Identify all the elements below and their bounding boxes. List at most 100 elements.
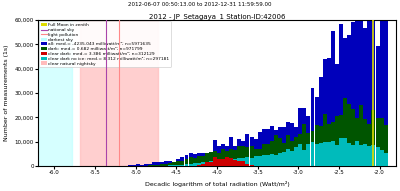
Bar <box>156 165 160 166</box>
Bar <box>180 157 184 166</box>
Bar <box>331 31 335 166</box>
Bar <box>323 142 327 166</box>
Bar <box>184 155 188 166</box>
Bar <box>274 135 278 166</box>
Bar <box>372 0 376 166</box>
Bar <box>258 156 262 166</box>
Bar <box>270 126 274 166</box>
Bar <box>197 153 201 166</box>
Bar <box>294 146 298 166</box>
Bar <box>217 153 221 166</box>
Bar <box>233 146 237 166</box>
Bar <box>359 0 363 166</box>
Bar <box>266 143 270 166</box>
Bar <box>172 162 176 166</box>
Bar <box>209 152 213 166</box>
Bar <box>246 164 250 166</box>
Bar <box>201 155 205 166</box>
Bar <box>372 145 376 166</box>
Bar <box>262 144 266 166</box>
Bar <box>188 164 192 166</box>
Bar <box>339 115 343 166</box>
Bar <box>225 158 229 166</box>
Bar <box>327 142 331 166</box>
Bar <box>217 160 221 166</box>
Bar <box>225 146 229 166</box>
Bar <box>278 138 282 166</box>
Bar <box>372 110 376 166</box>
Bar <box>258 132 262 166</box>
Bar <box>250 165 254 166</box>
Bar <box>274 130 278 166</box>
Bar <box>156 162 160 166</box>
Bar <box>168 163 172 166</box>
Bar <box>286 122 290 166</box>
Bar <box>205 153 209 166</box>
Bar <box>242 158 245 166</box>
Bar <box>282 127 286 166</box>
Bar <box>368 124 372 166</box>
Bar <box>314 125 318 166</box>
Bar <box>347 35 351 166</box>
Bar <box>160 162 164 166</box>
Bar <box>363 28 367 166</box>
Bar <box>246 134 250 166</box>
Bar <box>254 149 258 166</box>
Bar <box>298 144 302 166</box>
Bar <box>237 139 241 166</box>
Bar <box>148 163 152 166</box>
Bar <box>270 154 274 166</box>
Bar <box>335 145 339 166</box>
Bar <box>270 141 274 166</box>
Bar <box>217 159 221 166</box>
Bar <box>319 143 323 166</box>
Bar <box>355 118 359 166</box>
Bar <box>229 149 233 166</box>
Bar <box>282 152 286 166</box>
Bar <box>368 0 372 166</box>
Bar <box>197 156 201 166</box>
Bar <box>172 162 176 166</box>
Bar <box>368 146 372 166</box>
Bar <box>201 164 205 166</box>
Bar <box>184 159 188 166</box>
Bar <box>217 146 221 166</box>
Bar <box>298 108 302 166</box>
Bar <box>290 142 294 166</box>
Bar <box>306 144 310 166</box>
Bar <box>343 98 347 166</box>
Bar <box>250 137 254 166</box>
Bar <box>221 145 225 166</box>
Bar <box>225 151 229 166</box>
Bar <box>184 164 188 166</box>
Bar <box>278 127 282 166</box>
Bar <box>335 64 339 166</box>
Bar <box>286 150 290 166</box>
Bar <box>140 165 144 166</box>
Bar <box>266 129 270 166</box>
Bar <box>205 162 209 166</box>
Bar <box>310 131 314 166</box>
Bar <box>323 59 327 166</box>
Bar <box>327 124 331 166</box>
Bar <box>188 157 192 166</box>
Bar <box>380 150 384 166</box>
Bar <box>242 146 245 166</box>
Bar <box>176 161 180 166</box>
Bar <box>314 97 318 166</box>
Bar <box>262 155 266 166</box>
Bar <box>363 119 367 166</box>
Bar <box>384 125 388 166</box>
Bar <box>376 147 380 166</box>
Bar <box>246 157 250 166</box>
Bar <box>254 156 258 166</box>
Bar <box>380 0 384 166</box>
Bar <box>80 20 158 166</box>
Bar <box>376 46 380 166</box>
Bar <box>314 144 318 166</box>
Bar <box>335 116 339 166</box>
Bar <box>152 165 156 166</box>
Bar <box>327 58 331 166</box>
Bar <box>197 165 201 166</box>
Bar <box>339 24 343 166</box>
